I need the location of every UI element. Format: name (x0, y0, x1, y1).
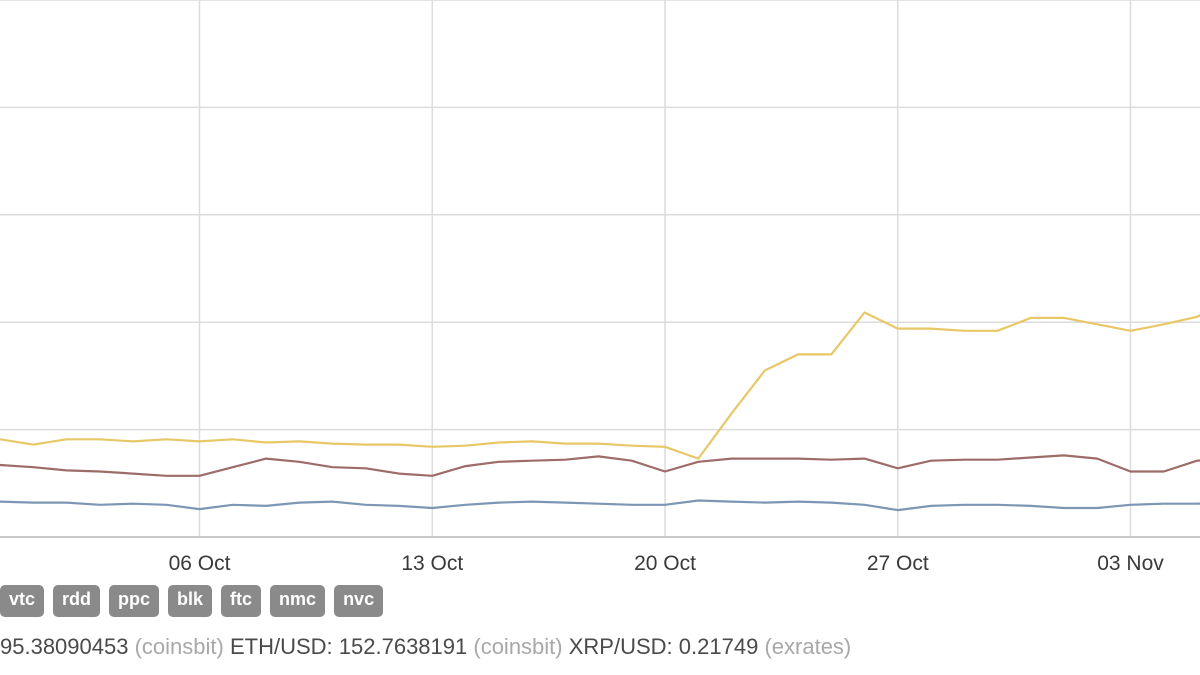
coin-tag-vtc[interactable]: vtc (0, 585, 45, 617)
x-tick-label-2: 20 Oct (634, 552, 696, 575)
coin-tag-list: vtc rdd ppc blk ftc nmc nvc (0, 585, 384, 617)
series-line-2 (0, 499, 1200, 512)
xrp-usd-value: 0.21749 (678, 634, 759, 659)
x-tick-label-3: 27 Oct (867, 552, 929, 575)
xrp-usd-source: (exrates) (764, 634, 852, 659)
series-line-0 (0, 311, 1200, 460)
coin-tag-blk[interactable]: blk (168, 585, 213, 617)
btc-usd-source: (coinsbit) (134, 634, 224, 659)
x-tick-label-0: 06 Oct (169, 552, 231, 575)
price-ticker: 95.38090453 (coinsbit) ETH/USD: 152.7638… (0, 634, 851, 660)
x-tick-label-1: 13 Oct (401, 552, 463, 575)
btc-usd-value: 95.38090453 (0, 634, 129, 659)
chart-svg: 06 Oct 13 Oct 20 Oct 27 Oct 03 Nov (0, 0, 1200, 575)
eth-usd-source: (coinsbit) (473, 634, 563, 659)
xrp-usd-label: XRP/USD: (568, 634, 673, 659)
coin-tag-rdd[interactable]: rdd (53, 585, 101, 617)
series-line-1 (0, 454, 1200, 477)
coin-tag-ppc[interactable]: ppc (109, 585, 160, 617)
coin-tag-ftc[interactable]: ftc (221, 585, 262, 617)
coin-tag-nvc[interactable]: nvc (334, 585, 384, 617)
x-tick-label-4: 03 Nov (1097, 552, 1164, 575)
eth-usd-label: ETH/USD: (229, 634, 333, 659)
eth-usd-value: 152.7638191 (338, 634, 468, 659)
price-chart: 06 Oct 13 Oct 20 Oct 27 Oct 03 Nov (0, 0, 1200, 575)
coin-tag-nmc[interactable]: nmc (270, 585, 326, 617)
